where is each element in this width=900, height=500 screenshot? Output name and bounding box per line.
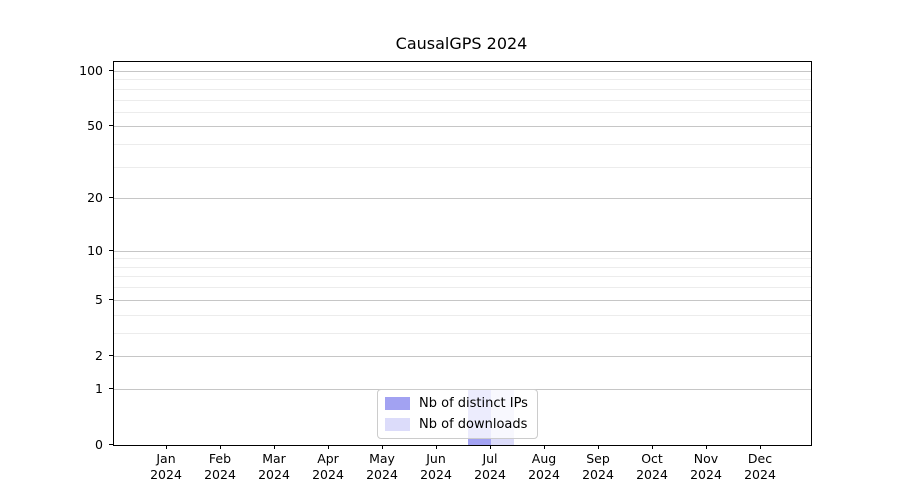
x-tick-mark-nov xyxy=(706,445,707,449)
gridline-minor-7 xyxy=(114,276,811,278)
x-tick-mark-jan xyxy=(166,445,167,449)
x-tick-mark-jul xyxy=(490,445,491,449)
x-tick-year-mar: 2024 xyxy=(258,467,290,482)
y-tick-mark-1 xyxy=(109,387,113,389)
x-tick-year-feb: 2024 xyxy=(204,467,236,482)
y-tick-label-20: 20 xyxy=(87,190,103,206)
x-tick-year-dec: 2024 xyxy=(744,467,776,482)
y-tick-label-50: 50 xyxy=(87,118,103,134)
x-tick-label-jul: Jul 2024 xyxy=(460,451,520,483)
gridline-minor-6 xyxy=(114,287,811,289)
gridline-minor-80 xyxy=(114,88,811,90)
x-tick-label-feb: Feb 2024 xyxy=(190,451,250,483)
gridline-minor-90 xyxy=(114,79,811,81)
x-tick-label-sep: Sep 2024 xyxy=(568,451,628,483)
x-tick-mark-oct xyxy=(652,445,653,449)
x-tick-mark-sep xyxy=(598,445,599,449)
x-tick-label-apr: Apr 2024 xyxy=(298,451,358,483)
x-tick-mark-mar xyxy=(274,445,275,449)
gridline-major-50 xyxy=(114,126,811,128)
gridline-major-20 xyxy=(114,198,811,200)
x-tick-label-dec: Dec 2024 xyxy=(730,451,790,483)
x-tick-year-nov: 2024 xyxy=(690,467,722,482)
y-tick-mark-5 xyxy=(109,298,113,300)
y-tick-mark-100 xyxy=(109,69,113,71)
x-tick-year-oct: 2024 xyxy=(636,467,668,482)
y-tick-label-0: 0 xyxy=(95,437,103,452)
y-tick-mark-50 xyxy=(109,125,113,127)
gridline-major-10 xyxy=(114,250,811,252)
x-tick-label-nov: Nov 2024 xyxy=(676,451,736,483)
x-tick-year-jul: 2024 xyxy=(474,467,506,482)
gridline-minor-60 xyxy=(114,111,811,113)
y-tick-mark-20 xyxy=(109,197,113,199)
gridline-major-5 xyxy=(114,299,811,301)
gridline-major-100 xyxy=(114,70,811,72)
legend-label-downloads: Nb of downloads xyxy=(419,417,528,432)
legend: Nb of distinct IPs Nb of downloads xyxy=(377,389,538,439)
chart-title: CausalGPS 2024 xyxy=(395,34,528,53)
gridline-minor-9 xyxy=(114,258,811,260)
x-tick-year-apr: 2024 xyxy=(312,467,344,482)
legend-swatch-distinct-ips xyxy=(385,397,410,410)
x-tick-year-sep: 2024 xyxy=(582,467,614,482)
x-tick-mark-dec xyxy=(760,445,761,449)
y-tick-label-1: 1 xyxy=(95,380,103,396)
x-tick-label-aug: Aug 2024 xyxy=(514,451,574,483)
legend-label-distinct-ips: Nb of distinct IPs xyxy=(419,396,528,411)
legend-swatch-downloads xyxy=(385,418,410,431)
x-tick-mark-apr xyxy=(328,445,329,449)
y-tick-mark-10 xyxy=(109,249,113,251)
legend-row-distinct-ips: Nb of distinct IPs xyxy=(385,395,528,412)
x-tick-mark-feb xyxy=(220,445,221,449)
gridline-minor-4 xyxy=(114,314,811,316)
y-tick-label-100: 100 xyxy=(79,62,103,78)
gridline-minor-8 xyxy=(114,266,811,268)
x-tick-label-mar: Mar 2024 xyxy=(244,451,304,483)
x-tick-label-jun: Jun 2024 xyxy=(406,451,466,483)
legend-row-downloads: Nb of downloads xyxy=(385,416,528,433)
x-tick-mark-may xyxy=(382,445,383,449)
y-tick-mark-0 xyxy=(109,444,113,445)
gridline-minor-3 xyxy=(114,332,811,334)
y-tick-label-10: 10 xyxy=(87,242,103,258)
x-tick-year-may: 2024 xyxy=(366,467,398,482)
x-tick-label-oct: Oct 2024 xyxy=(622,451,682,483)
y-tick-label-5: 5 xyxy=(95,291,103,307)
gridline-minor-30 xyxy=(114,166,811,168)
gridline-major-2 xyxy=(114,355,811,357)
y-tick-label-2: 2 xyxy=(95,347,103,363)
x-tick-year-aug: 2024 xyxy=(528,467,560,482)
x-tick-year-jun: 2024 xyxy=(420,467,452,482)
y-tick-mark-2 xyxy=(109,354,113,356)
x-tick-mark-jun xyxy=(436,445,437,449)
x-tick-label-jan: Jan 2024 xyxy=(136,451,196,483)
x-tick-year-jan: 2024 xyxy=(150,467,182,482)
x-tick-mark-aug xyxy=(544,445,545,449)
gridline-minor-70 xyxy=(114,99,811,101)
x-tick-label-may: May 2024 xyxy=(352,451,412,483)
gridline-minor-40 xyxy=(114,144,811,146)
